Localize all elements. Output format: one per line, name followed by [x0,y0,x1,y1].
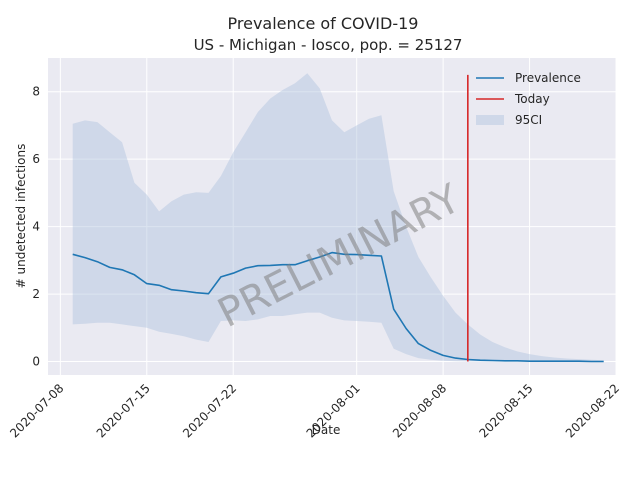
y-tick-label: 4 [32,220,40,234]
chart-subtitle: US - Michigan - Iosco, pop. = 25127 [194,36,463,54]
ci-band-layer [72,73,604,362]
y-axis-ticks: 0 2 4 6 8 [32,85,40,369]
x-tick-label: 2020-08-22 [563,381,622,440]
prevalence-line [72,251,604,363]
prevalence-line-layer [72,251,604,363]
legend: Prevalence Today 95CI [476,71,581,127]
x-tick-label: 2020-08-08 [390,381,449,440]
legend-label: Today [514,92,550,106]
grid [48,58,617,375]
y-tick-label: 8 [32,85,40,99]
legend-label: Prevalence [515,71,581,85]
x-tick-label: 2020-07-08 [7,381,66,440]
x-tick-label: 2020-07-15 [94,381,153,440]
ci-band [72,73,604,362]
x-axis-label: Date [312,423,341,437]
legend-swatch-ci [476,115,504,125]
y-tick-label: 0 [32,355,40,369]
legend-label: 95CI [515,113,542,127]
x-tick-label: 2020-07-22 [180,381,239,440]
y-tick-label: 6 [32,152,40,166]
y-axis-label: # undetected infections [14,144,28,289]
chart-title: Prevalence of COVID-19 [228,14,419,33]
x-tick-label: 2020-08-15 [476,381,535,440]
plot-area [48,58,616,375]
y-tick-label: 2 [32,287,40,301]
